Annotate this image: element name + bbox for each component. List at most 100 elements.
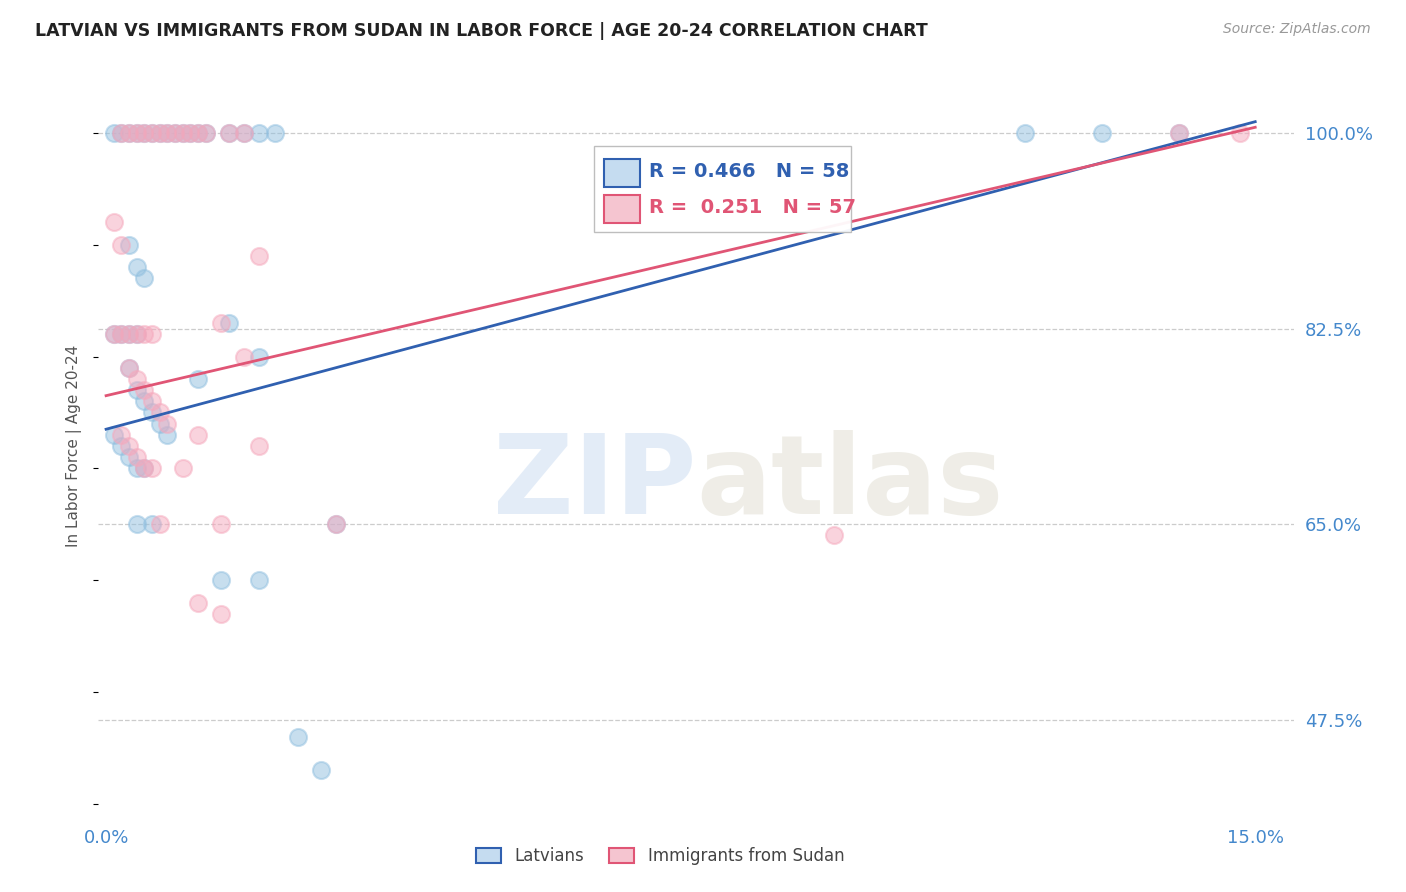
Point	[134, 383, 156, 397]
Point	[141, 126, 163, 140]
Point	[218, 316, 240, 330]
Point	[118, 327, 141, 342]
Point	[156, 427, 179, 442]
Point	[218, 126, 240, 140]
FancyBboxPatch shape	[605, 159, 640, 187]
Point	[187, 596, 209, 610]
Point	[125, 327, 148, 342]
Text: ZIP: ZIP	[492, 430, 696, 537]
Point	[110, 126, 132, 140]
Point	[141, 327, 163, 342]
Point	[110, 237, 132, 252]
Point	[149, 417, 172, 431]
Point	[134, 126, 156, 140]
Point	[118, 327, 141, 342]
Point	[247, 350, 270, 364]
Text: R = 0.466   N = 58: R = 0.466 N = 58	[650, 161, 849, 180]
Point	[125, 327, 148, 342]
Point	[163, 126, 186, 140]
Point	[118, 360, 141, 375]
Point	[187, 126, 209, 140]
Point	[179, 126, 201, 140]
FancyBboxPatch shape	[595, 146, 852, 233]
Point	[1167, 126, 1189, 140]
Point	[247, 249, 270, 263]
Point	[233, 350, 256, 364]
Point	[125, 383, 148, 397]
Point	[287, 730, 309, 744]
Point	[218, 126, 240, 140]
Point	[103, 126, 125, 140]
Point	[110, 439, 132, 453]
Point	[125, 372, 148, 386]
Point	[209, 517, 232, 532]
Point	[125, 126, 148, 140]
Point	[1014, 126, 1036, 140]
Point	[125, 517, 148, 532]
Point	[125, 461, 148, 475]
Point	[209, 316, 232, 330]
Point	[233, 126, 256, 140]
Point	[110, 427, 132, 442]
Point	[141, 517, 163, 532]
Point	[118, 126, 141, 140]
Point	[134, 394, 156, 409]
Point	[110, 327, 132, 342]
Point	[118, 126, 141, 140]
Legend: Latvians, Immigrants from Sudan: Latvians, Immigrants from Sudan	[477, 847, 844, 864]
Point	[149, 405, 172, 419]
Point	[125, 450, 148, 465]
Point	[125, 126, 148, 140]
Point	[163, 126, 186, 140]
Point	[172, 126, 194, 140]
Point	[325, 517, 347, 532]
Point	[118, 360, 141, 375]
Point	[149, 126, 172, 140]
Point	[172, 461, 194, 475]
Point	[209, 607, 232, 621]
Point	[187, 427, 209, 442]
Point	[110, 327, 132, 342]
Point	[103, 427, 125, 442]
Point	[209, 573, 232, 587]
Point	[156, 126, 179, 140]
Point	[134, 327, 156, 342]
Point	[141, 126, 163, 140]
Point	[325, 517, 347, 532]
Point	[187, 126, 209, 140]
Point	[149, 517, 172, 532]
Point	[118, 237, 141, 252]
Point	[823, 528, 845, 542]
Point	[194, 126, 217, 140]
Point	[172, 126, 194, 140]
Point	[194, 126, 217, 140]
Point	[134, 126, 156, 140]
Point	[110, 126, 132, 140]
Point	[156, 417, 179, 431]
Point	[309, 764, 332, 778]
Text: Source: ZipAtlas.com: Source: ZipAtlas.com	[1223, 22, 1371, 37]
Point	[1229, 126, 1251, 140]
Point	[118, 450, 141, 465]
Point	[141, 394, 163, 409]
Point	[156, 126, 179, 140]
Y-axis label: In Labor Force | Age 20-24: In Labor Force | Age 20-24	[66, 345, 83, 547]
Point	[134, 461, 156, 475]
Point	[247, 126, 270, 140]
Point	[1091, 126, 1114, 140]
Point	[179, 126, 201, 140]
Point	[263, 126, 285, 140]
Point	[125, 260, 148, 274]
Point	[103, 327, 125, 342]
Text: R =  0.251   N = 57: R = 0.251 N = 57	[650, 198, 856, 218]
Text: LATVIAN VS IMMIGRANTS FROM SUDAN IN LABOR FORCE | AGE 20-24 CORRELATION CHART: LATVIAN VS IMMIGRANTS FROM SUDAN IN LABO…	[35, 22, 928, 40]
FancyBboxPatch shape	[605, 195, 640, 224]
Point	[149, 126, 172, 140]
Point	[118, 439, 141, 453]
Point	[134, 461, 156, 475]
Point	[103, 215, 125, 229]
Point	[247, 573, 270, 587]
Point	[1167, 126, 1189, 140]
Point	[141, 461, 163, 475]
Point	[187, 372, 209, 386]
